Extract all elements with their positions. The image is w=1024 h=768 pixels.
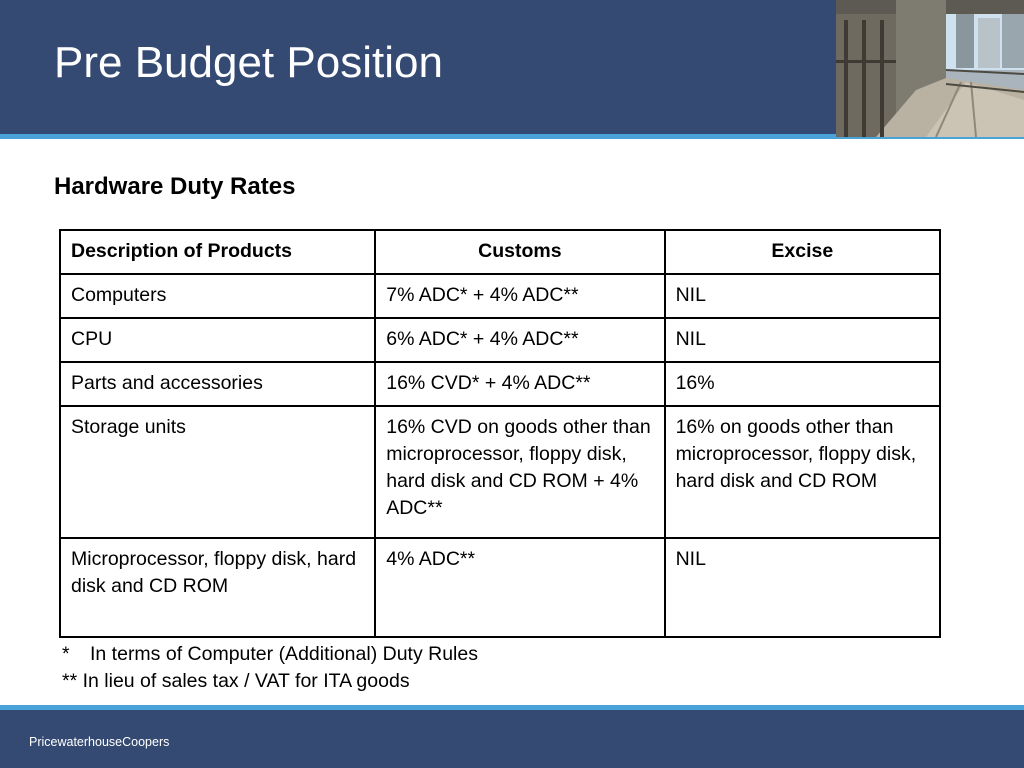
- table-cell: NIL: [663, 537, 942, 638]
- footer-bar: [0, 710, 1024, 768]
- footer-company-name: PricewaterhouseCoopers: [29, 735, 170, 749]
- footnote-marker: *: [62, 643, 70, 665]
- table-row: Microprocessor, floppy disk, hard disk a…: [58, 537, 942, 638]
- column-header: Description of Products: [58, 229, 377, 275]
- table-cell: 16%: [663, 361, 942, 407]
- table-row: Storage units 16% CVD on goods other tha…: [58, 405, 942, 539]
- table-cell: 16% CVD on goods other than microprocess…: [374, 405, 666, 539]
- table-row: Parts and accessories 16% CVD* + 4% ADC*…: [58, 361, 942, 407]
- table-row: Computers 7% ADC* + 4% ADC** NIL: [58, 273, 942, 319]
- column-header: Customs: [374, 229, 666, 275]
- duty-rates-table: Description of Products Customs Excise C…: [58, 229, 942, 638]
- footnote-text: In terms of Computer (Additional) Duty R…: [90, 643, 478, 665]
- table-cell: 16% on goods other than microprocessor, …: [663, 405, 942, 539]
- column-header: Excise: [663, 229, 942, 275]
- table-cell: NIL: [663, 317, 942, 363]
- table-row: CPU 6% ADC* + 4% ADC** NIL: [58, 317, 942, 363]
- table-cell: NIL: [663, 273, 942, 319]
- table-cell: 16% CVD* + 4% ADC**: [374, 361, 666, 407]
- footnote-1: * In terms of Computer (Additional) Duty …: [62, 641, 478, 668]
- table-cell: Parts and accessories: [58, 361, 377, 407]
- table-header-row: Description of Products Customs Excise: [58, 229, 942, 275]
- table-cell: 4% ADC**: [374, 537, 666, 638]
- table-cell: 6% ADC* + 4% ADC**: [374, 317, 666, 363]
- section-subtitle: Hardware Duty Rates: [54, 173, 296, 200]
- table-cell: Storage units: [58, 405, 377, 539]
- footnote-2: ** In lieu of sales tax / VAT for ITA go…: [62, 670, 410, 692]
- table-cell: 7% ADC* + 4% ADC**: [374, 273, 666, 319]
- table-cell: CPU: [58, 317, 377, 363]
- table-cell: Microprocessor, floppy disk, hard disk a…: [58, 537, 377, 638]
- slide-title: Pre Budget Position: [54, 38, 443, 87]
- walkway-photo: [836, 0, 1024, 137]
- table-cell: Computers: [58, 273, 377, 319]
- header-accent-rule: [0, 134, 1024, 139]
- footer-accent-rule: [0, 705, 1024, 710]
- footnotes: * In terms of Computer (Additional) Duty …: [62, 641, 478, 695]
